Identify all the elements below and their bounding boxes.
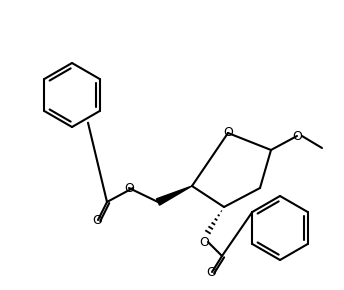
Text: O: O: [124, 182, 134, 195]
Polygon shape: [157, 186, 192, 205]
Text: O: O: [206, 266, 216, 278]
Text: O: O: [223, 126, 233, 139]
Text: O: O: [92, 213, 102, 226]
Text: O: O: [292, 130, 302, 142]
Text: O: O: [199, 235, 209, 249]
